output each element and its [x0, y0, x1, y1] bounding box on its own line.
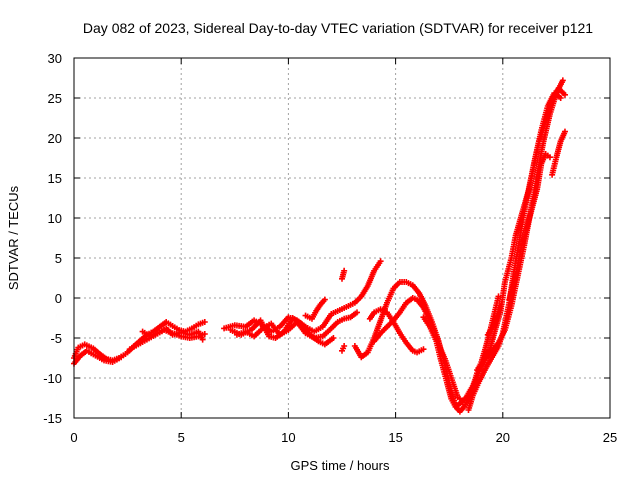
data-point — [561, 91, 568, 98]
data-point — [559, 77, 566, 84]
y-tick-label: 10 — [48, 211, 62, 226]
series-sat-u — [549, 128, 568, 178]
chart-title: Day 082 of 2023, Sidereal Day-to-day VTE… — [83, 20, 593, 36]
data-point — [495, 293, 502, 300]
y-tick-label: -10 — [43, 371, 62, 386]
y-tick-label: 30 — [48, 51, 62, 66]
data-point — [557, 95, 564, 101]
y-tick-label: -15 — [43, 411, 62, 426]
x-tick-label: 15 — [388, 430, 402, 445]
data-point — [330, 335, 337, 341]
series-sat-s — [484, 303, 504, 338]
data-point — [118, 354, 125, 361]
data-point — [201, 331, 208, 337]
series-sat-n — [371, 295, 466, 404]
series-sat-e — [139, 325, 206, 343]
data-point — [420, 346, 427, 353]
x-tick-label: 0 — [70, 430, 77, 445]
y-tick-label: 25 — [48, 91, 62, 106]
series-sat-m — [366, 306, 427, 356]
x-tick-label: 5 — [178, 430, 185, 445]
series-sat-h — [227, 315, 337, 348]
data-point — [561, 128, 568, 135]
series-sat-b — [71, 347, 125, 367]
y-tick-label: -5 — [50, 331, 62, 346]
x-tick-label: 20 — [496, 430, 510, 445]
data-point — [341, 343, 348, 349]
plot-frame — [73, 57, 611, 419]
data-marks — [71, 77, 568, 415]
data-point — [354, 309, 361, 316]
series-sat-j — [339, 267, 348, 282]
axis-layer: 0 5 10 15 20 25 -15 -10 -5 0 5 10 15 20 25 30 — [43, 51, 617, 445]
data-point — [201, 319, 208, 325]
data-point — [199, 336, 206, 343]
x-tick-label: 10 — [281, 430, 295, 445]
x-axis-title: GPS time / hours — [291, 458, 390, 473]
series-sat-i — [302, 296, 328, 322]
series-sat-k — [339, 343, 348, 354]
series-sat-t — [506, 151, 553, 303]
y-axis-title: SDTVAR / TECUs — [6, 185, 21, 290]
y-tick-label: 15 — [48, 171, 62, 186]
y-tick-label: 5 — [55, 251, 62, 266]
data-point — [546, 154, 553, 161]
y-tick-label: 0 — [55, 291, 62, 306]
data-point — [497, 303, 504, 309]
data-point — [321, 296, 328, 303]
x-tick-label: 25 — [603, 430, 617, 445]
grid-layer — [74, 58, 610, 418]
data-point — [341, 267, 348, 274]
data-point — [377, 258, 384, 265]
y-tick-label: 20 — [48, 131, 62, 146]
